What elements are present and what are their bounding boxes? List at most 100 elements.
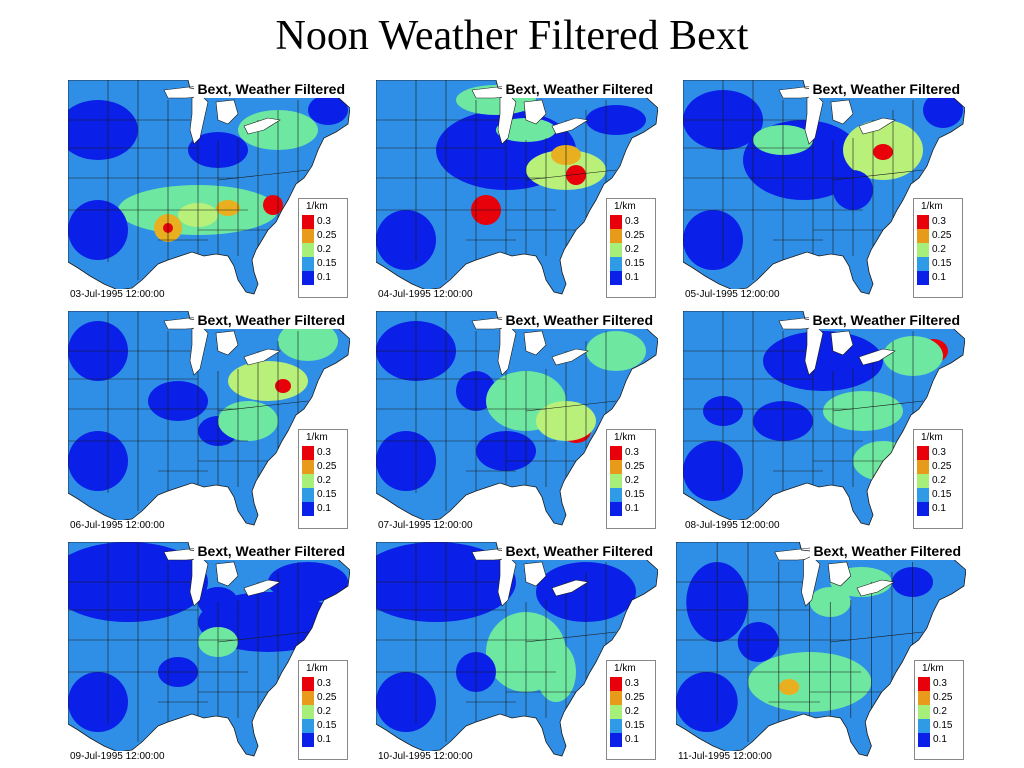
lake [551,348,589,366]
legend-swatch [302,488,314,502]
contour-region-mid [218,401,278,441]
contour-region-mid [586,331,646,371]
legend-label: 0.1 [932,272,946,283]
contour-region-orange [778,679,800,695]
legend-swatch [610,705,622,719]
legend-swatch [302,460,314,474]
contour-map [676,542,966,757]
color-legend: 1/km 0.3 0.25 0.2 0.15 0.1 [913,198,963,298]
panel-title: Bext, Weather Filtered [502,311,656,329]
lake [243,579,281,597]
legend-unit: 1/km [614,663,636,674]
contour-region-low [676,672,738,732]
color-legend: 1/km 0.3 0.25 0.2 0.15 0.1 [606,660,656,760]
lake [858,117,896,135]
legend-label: 0.15 [317,489,337,500]
legend-swatch [918,733,930,747]
legend-label: 0.2 [317,244,331,255]
legend-swatch [917,215,929,229]
legend-label: 0.3 [317,216,331,227]
legend-label: 0.3 [317,678,331,689]
legend-label: 0.3 [933,678,947,689]
legend-label: 0.1 [625,272,639,283]
contour-region-low [308,95,348,125]
legend-unit: 1/km [614,201,636,212]
legend-swatch [610,733,622,747]
legend-swatch [610,446,622,460]
lake [827,561,852,587]
legend-swatch [302,257,314,271]
legend-swatch [917,502,929,516]
legend-label: 0.1 [317,272,331,283]
legend-label: 0.15 [625,489,645,500]
legend-swatch [302,229,314,243]
panel-title: Bext, Weather Filtered [810,542,964,560]
legend-swatch [610,677,622,691]
legend-label: 0.1 [625,503,639,514]
panel-date: 06-Jul-1995 12:00:00 [68,520,167,531]
legend-label: 0.25 [933,692,953,703]
legend-label: 0.1 [317,503,331,514]
legend-label: 0.2 [932,244,946,255]
lake [215,330,239,356]
panel-title: Bext, Weather Filtered [809,80,963,98]
lake [215,99,239,125]
map-panel-1: Bext, Weather Filtered 03-Jul-1995 12:00:… [68,80,350,302]
legend-unit: 1/km [614,432,636,443]
panel-title: Bext, Weather Filtered [194,542,348,560]
contour-region-low [376,210,436,270]
legend-label: 0.25 [625,461,645,472]
panel-date: 11-Jul-1995 12:00:00 [676,751,774,762]
legend-swatch [917,271,929,285]
contour-region-orange [216,200,240,216]
contour-map [376,311,658,526]
color-legend: 1/km 0.3 0.25 0.2 0.15 0.1 [298,429,348,529]
map-panel-9: Bext, Weather Filtered 11-Jul-1995 12:00:… [676,542,966,764]
contour-region-low [68,672,128,732]
map-panel-4: Bext, Weather Filtered 06-Jul-1995 12:00:… [68,311,350,533]
legend-swatch [302,215,314,229]
legend-label: 0.25 [932,461,952,472]
legend-swatch [302,691,314,705]
legend-unit: 1/km [306,201,328,212]
state-border [832,169,924,181]
legend-swatch [302,243,314,257]
legend-swatch [917,229,929,243]
map-panel-6: Bext, Weather Filtered 08-Jul-1995 12:00:… [683,311,965,533]
legend-label: 0.15 [932,258,952,269]
state-border [525,400,617,412]
legend-unit: 1/km [306,432,328,443]
legend-label: 0.25 [932,230,952,241]
contour-map [376,542,658,757]
legend-swatch [917,488,929,502]
legend-swatch [610,474,622,488]
legend-swatch [918,719,930,733]
legend-label: 0.3 [625,216,639,227]
legend-swatch [917,474,929,488]
state-border [217,631,309,643]
legend-label: 0.3 [932,447,946,458]
lake [243,117,281,135]
state-border [832,400,924,412]
contour-region-mid [823,391,903,431]
contour-region-red [873,144,893,160]
legend-unit: 1/km [921,201,943,212]
legend-label: 0.3 [932,216,946,227]
color-legend: 1/km 0.3 0.25 0.2 0.15 0.1 [298,660,348,760]
contour-region-low [923,92,963,128]
contour-region-low [683,441,743,501]
legend-unit: 1/km [921,432,943,443]
contour-region-low [68,100,138,160]
map-panel-3: Bext, Weather Filtered 05-Jul-1995 12:00:… [683,80,965,302]
legend-label: 0.15 [932,489,952,500]
contour-region-low [268,562,348,602]
contour-region-mid [278,321,338,361]
map-panel-2: Bext, Weather Filtered 04-Jul-1995 12:00:… [376,80,658,302]
legend-label: 0.1 [625,734,639,745]
legend-swatch [302,705,314,719]
contour-region-high_mid [228,361,308,401]
panel-title: Bext, Weather Filtered [194,80,348,98]
legend-label: 0.15 [933,720,953,731]
legend-swatch [918,691,930,705]
legend-swatch [917,257,929,271]
